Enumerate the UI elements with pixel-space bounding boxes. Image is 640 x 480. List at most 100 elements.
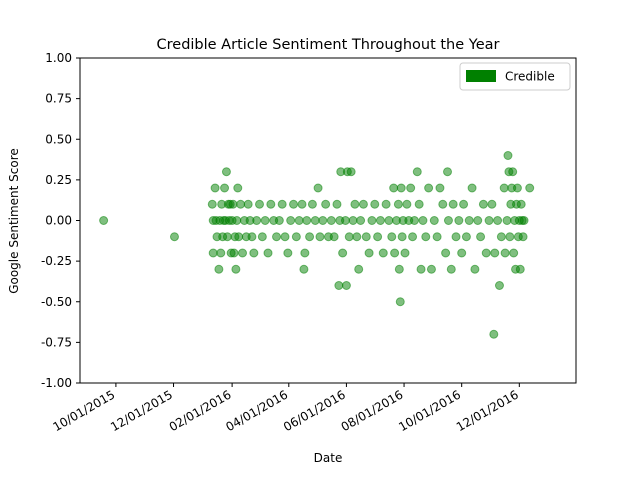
y-tick-label: 0.50 [45, 132, 72, 146]
data-point [390, 248, 400, 258]
data-point [313, 183, 323, 193]
data-point [487, 199, 497, 209]
data-point [493, 216, 503, 225]
data-point [478, 199, 488, 209]
data-point [408, 232, 418, 242]
data-point [231, 264, 241, 274]
data-point [318, 216, 328, 225]
data-point [409, 216, 419, 225]
y-axis-label: Google Sentiment Score [7, 148, 21, 294]
data-point [99, 216, 109, 225]
data-point [266, 199, 276, 209]
data-point [341, 281, 351, 290]
data-point [222, 232, 232, 242]
data-point [340, 216, 350, 225]
data-point [329, 232, 339, 242]
data-point [381, 199, 391, 209]
data-point [310, 216, 320, 225]
data-point [300, 248, 310, 258]
data-point [396, 183, 406, 193]
data-point [443, 167, 453, 177]
data-point [459, 199, 469, 209]
data-point [243, 199, 253, 209]
data-point [277, 199, 287, 209]
data-point [499, 183, 509, 193]
data-point [461, 232, 471, 242]
data-point [424, 183, 434, 193]
data-point [470, 264, 480, 274]
data-point [496, 232, 506, 242]
data-point [446, 264, 456, 274]
data-point [214, 264, 224, 274]
data-point [299, 264, 309, 274]
data-point [236, 199, 246, 209]
data-point [467, 183, 477, 193]
data-point [448, 199, 458, 209]
data-point [454, 216, 464, 225]
y-tick-label: -0.25 [41, 254, 72, 268]
data-point [305, 232, 315, 242]
data-point [221, 167, 231, 177]
data-point [289, 199, 299, 209]
y-tick-label: 0.00 [45, 214, 72, 228]
data-point [370, 199, 380, 209]
data-point [414, 199, 424, 209]
data-point [358, 199, 368, 209]
data-point [332, 199, 342, 209]
data-point [364, 248, 374, 258]
data-point [354, 264, 364, 274]
data-point [515, 264, 525, 274]
data-point [252, 216, 262, 225]
data-point [451, 232, 461, 242]
y-tick-label: -1.00 [41, 376, 72, 390]
data-point [348, 216, 358, 225]
data-point [334, 281, 344, 290]
data-point [283, 248, 293, 258]
data-point [525, 183, 535, 193]
data-point [412, 167, 422, 177]
data-point [356, 216, 366, 225]
legend-label-credible: Credible [505, 70, 555, 84]
data-point [418, 216, 428, 225]
data-point [438, 199, 448, 209]
data-point [512, 183, 522, 193]
legend: Credible [459, 62, 571, 91]
data-point [307, 199, 317, 209]
data-point [373, 232, 383, 242]
data-point [421, 232, 431, 242]
data-point [291, 232, 301, 242]
y-axis: 1.00 0.75 0.50 0.25 0.00 -0.25 -0.50 -0.75 -1.00 [41, 51, 80, 390]
data-point [346, 167, 356, 177]
data-point [435, 183, 445, 193]
data-point [338, 248, 348, 258]
y-tick-label: 0.75 [45, 92, 72, 106]
data-point [247, 232, 257, 242]
data-point [484, 216, 494, 225]
data-point [384, 216, 394, 225]
data-point [476, 232, 486, 242]
y-tick-label: -0.50 [41, 295, 72, 309]
data-point [249, 248, 259, 258]
data-point [489, 329, 499, 339]
data-point [234, 232, 244, 242]
data-point [233, 183, 243, 193]
data-point [516, 199, 526, 209]
data-point [406, 183, 416, 193]
data-point [294, 216, 304, 225]
data-point [509, 248, 519, 258]
data-point [389, 183, 399, 193]
data-point [500, 248, 510, 258]
data-point [490, 248, 500, 258]
data-point [208, 248, 218, 258]
data-point [457, 248, 467, 258]
data-point [494, 281, 504, 290]
data-point [229, 248, 239, 258]
data-point [220, 183, 230, 193]
data-point [255, 199, 264, 209]
data-point [481, 248, 491, 258]
data-point [238, 248, 247, 258]
data-point [395, 297, 405, 307]
y-tick-label: 1.00 [45, 51, 72, 65]
data-point [169, 232, 179, 242]
data-point [321, 199, 331, 209]
